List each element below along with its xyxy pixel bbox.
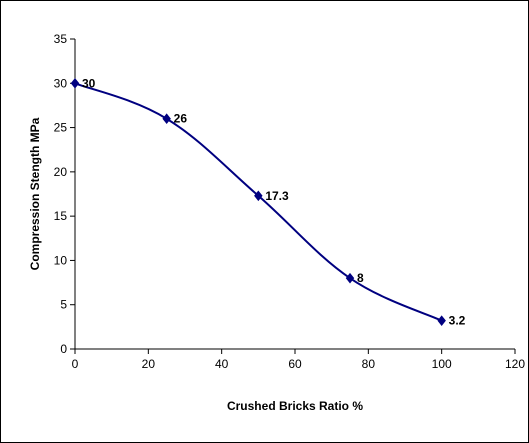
x-tick-label: 60 (288, 357, 302, 371)
data-label: 26 (174, 112, 188, 126)
y-tick-label: 20 (54, 165, 68, 179)
y-tick-label: 10 (54, 253, 68, 267)
y-tick-label: 35 (54, 32, 68, 46)
data-point-marker (70, 77, 80, 89)
data-point-marker (162, 113, 171, 125)
x-axis-title: Crushed Bricks Ratio % (227, 399, 363, 413)
y-axis-title: Compression Stength MPa (28, 117, 42, 270)
x-tick-label: 40 (215, 357, 229, 371)
data-label: 8 (357, 271, 364, 285)
axes (74, 39, 515, 350)
data-point-marker (437, 315, 446, 326)
y-tick-label: 30 (54, 76, 68, 90)
y-axis-ticks: 0 5 10 15 20 25 30 35 (54, 32, 75, 356)
data-label: 3.2 (449, 314, 466, 328)
series-line (74, 82, 443, 322)
data-label: 17.3 (265, 189, 289, 203)
y-tick-label: 5 (60, 298, 67, 312)
data-label: 30 (82, 76, 96, 90)
y-tick-label: 15 (54, 209, 68, 223)
y-tick-label: 25 (54, 121, 68, 135)
x-axis-ticks: 0 20 40 60 80 100 120 (72, 349, 525, 371)
data-point-marker (345, 272, 355, 284)
data-labels: 30 26 17.3 8 3.2 (82, 76, 466, 327)
x-tick-label: 80 (362, 357, 376, 371)
x-tick-label: 0 (72, 357, 79, 371)
data-markers (70, 77, 446, 326)
x-tick-label: 20 (142, 357, 156, 371)
data-point-marker (254, 190, 263, 202)
x-tick-label: 100 (432, 357, 452, 371)
x-tick-label: 120 (505, 357, 525, 371)
y-tick-label: 0 (60, 342, 67, 356)
